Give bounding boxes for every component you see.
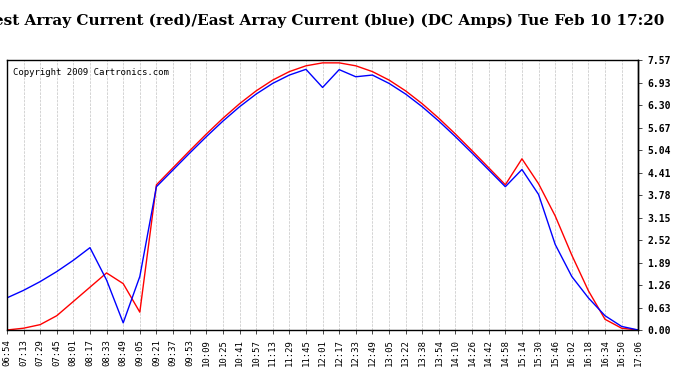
Text: Copyright 2009 Cartronics.com: Copyright 2009 Cartronics.com bbox=[13, 68, 169, 77]
Text: West Array Current (red)/East Array Current (blue) (DC Amps) Tue Feb 10 17:20: West Array Current (red)/East Array Curr… bbox=[0, 13, 664, 27]
